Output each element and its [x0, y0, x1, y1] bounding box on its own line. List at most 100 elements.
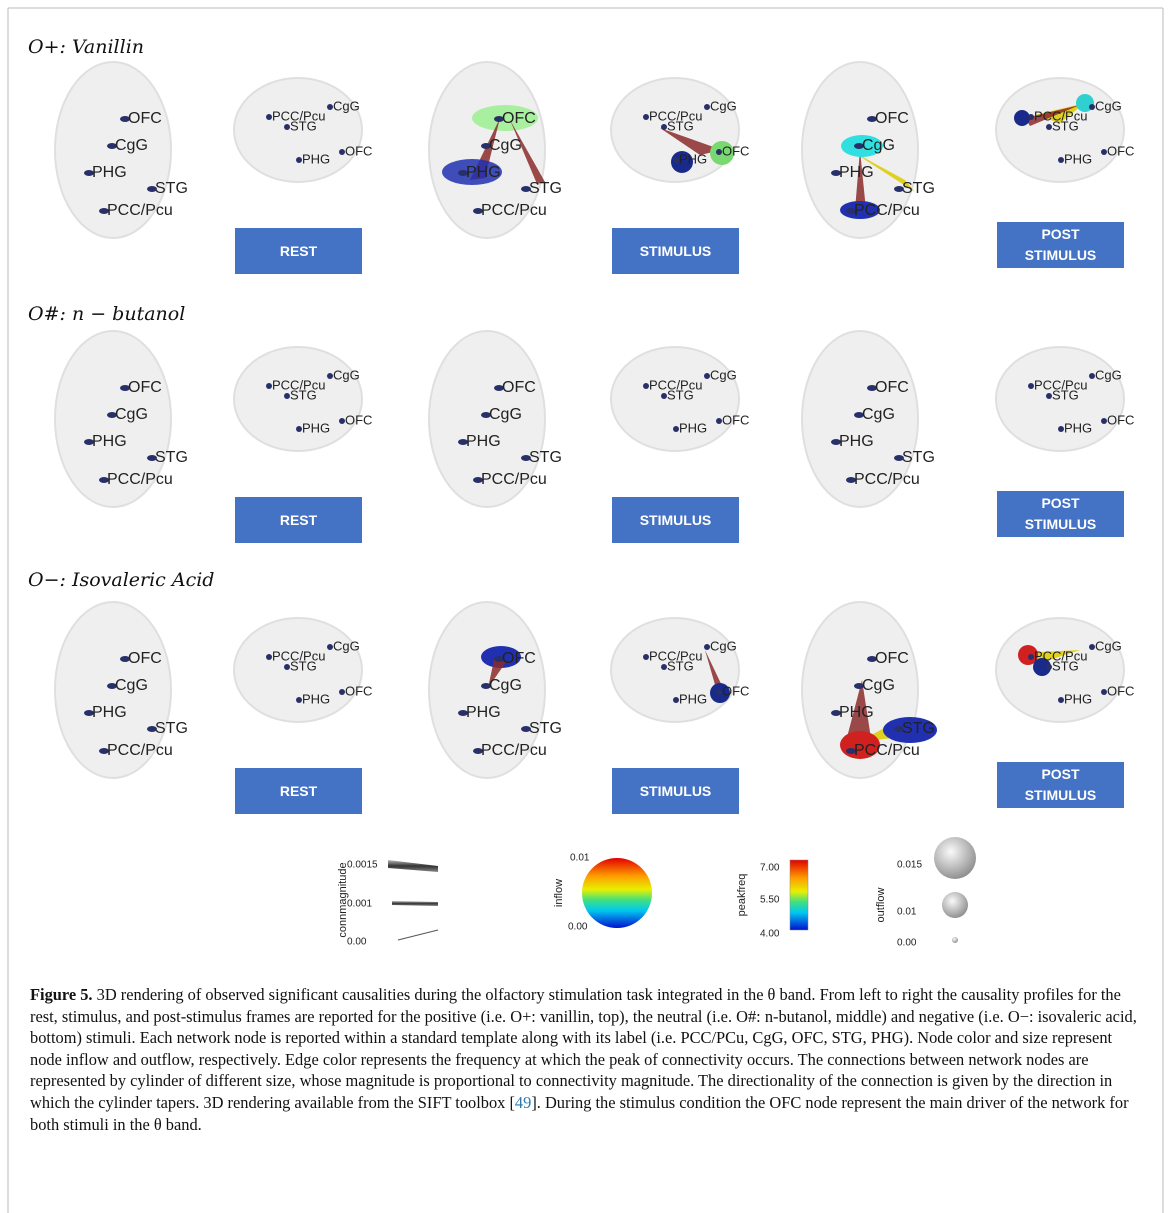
page: O+: Vanillin OFC CgG PHG STG PCC/Pcu OFC CgG PHG…	[0, 0, 1169, 1213]
node-label: PHG	[839, 164, 874, 181]
legend-title: inflow	[553, 879, 565, 907]
node-label: OFC	[1107, 143, 1134, 158]
legend-swatch	[388, 860, 438, 872]
node-label: CgG	[710, 367, 737, 382]
node-label: CgG	[489, 137, 522, 154]
node-label: CgG	[333, 98, 360, 113]
node-label: STG	[902, 449, 935, 466]
legend-swatch	[952, 937, 958, 943]
node-label: PHG	[92, 704, 127, 721]
node-label: PHG	[1064, 691, 1092, 706]
legend-tick-label: 5.50	[760, 895, 780, 906]
node-label: PCC/Pcu	[107, 471, 173, 488]
node-label: CgG	[1095, 638, 1122, 653]
node-label: CgG	[710, 98, 737, 113]
legend-swatch	[582, 858, 652, 928]
node-label: CgG	[710, 638, 737, 653]
node-label: OFC	[345, 412, 372, 427]
node-label: PCC/Pcu	[649, 108, 702, 123]
legend-tick-label: 0.01	[897, 907, 917, 918]
node-label: PCC/Pcu	[272, 648, 325, 663]
node-label: OFC	[345, 683, 372, 698]
row-title: O#: n − butanol	[28, 303, 185, 325]
node-label: STG	[529, 180, 562, 197]
legend-swatch	[790, 860, 808, 930]
node-label: PCC/Pcu	[272, 377, 325, 392]
node-label: OFC	[722, 412, 749, 427]
node-label: OFC	[345, 143, 372, 158]
legend-tick-label: 7.00	[760, 863, 780, 874]
condition-label: STIMULUS	[612, 228, 739, 274]
legend-tick-label: 0.01	[570, 853, 590, 864]
node-label: PHG	[839, 433, 874, 450]
node-label: CgG	[489, 406, 522, 423]
node-label: PCC/Pcu	[481, 202, 547, 219]
node-label: PCC/Pcu	[854, 202, 920, 219]
node-label: OFC	[722, 143, 749, 158]
legend-swatch	[392, 901, 438, 906]
legend-swatch	[942, 892, 968, 918]
legend-tick-label: 0.00	[568, 922, 588, 933]
legend-swatch	[934, 837, 976, 879]
node-label: PCC/Pcu	[1034, 648, 1087, 663]
node-label: CgG	[489, 677, 522, 694]
node-label: PHG	[839, 704, 874, 721]
legend-title: outflow	[875, 888, 887, 923]
connectivity-shape	[1014, 110, 1030, 126]
legend-tick-label: 0.001	[347, 899, 372, 910]
node-label: PCC/Pcu	[854, 471, 920, 488]
node-label: OFC	[722, 683, 749, 698]
citation[interactable]: 49	[515, 1093, 531, 1112]
node-label: CgG	[862, 677, 895, 694]
node-label: OFC	[875, 379, 909, 396]
node-label: CgG	[115, 677, 148, 694]
node-label: CgG	[115, 406, 148, 423]
node-label: OFC	[128, 110, 162, 127]
node-label: PCC/Pcu	[481, 742, 547, 759]
condition-label: REST	[235, 497, 362, 543]
row-title: O−: Isovaleric Acid	[28, 569, 214, 591]
node-label: CgG	[333, 367, 360, 382]
node-label: OFC	[875, 650, 909, 667]
node-label: STG	[529, 449, 562, 466]
node-label: PHG	[679, 151, 707, 166]
caption-label: Figure 5.	[30, 985, 93, 1004]
node-label: OFC	[1107, 412, 1134, 427]
node-label: PHG	[92, 433, 127, 450]
row-title: O+: Vanillin	[28, 36, 144, 58]
caption: Figure 5. 3D rendering of observed signi…	[30, 984, 1142, 1135]
node-label: PHG	[302, 151, 330, 166]
node-label: PCC/Pcu	[1034, 108, 1087, 123]
node-label: STG	[529, 720, 562, 737]
legend-tick-label: 0.0015	[347, 860, 378, 871]
legend-tick-label: 4.00	[760, 929, 780, 940]
legend-tick-label: 0.015	[897, 860, 922, 871]
node-label: PCC/Pcu	[272, 108, 325, 123]
condition-label: POST STIMULUS	[997, 222, 1124, 268]
node-label: PHG	[679, 420, 707, 435]
node-label: STG	[155, 449, 188, 466]
node-label: PCC/Pcu	[107, 742, 173, 759]
node-label: PHG	[466, 433, 501, 450]
node-label: OFC	[1107, 683, 1134, 698]
node-label: OFC	[502, 379, 536, 396]
node-label: OFC	[875, 110, 909, 127]
node-label: PCC/Pcu	[481, 471, 547, 488]
condition-label: STIMULUS	[612, 497, 739, 543]
node-label: PHG	[679, 691, 707, 706]
node-label: CgG	[1095, 367, 1122, 382]
node-label: CgG	[862, 406, 895, 423]
node-label: CgG	[115, 137, 148, 154]
node-label: STG	[155, 180, 188, 197]
legend-tick-label: 0.00	[897, 938, 917, 949]
node-label: PCC/Pcu	[1034, 377, 1087, 392]
node-label: PCC/Pcu	[854, 742, 920, 759]
node-label: PHG	[1064, 151, 1092, 166]
node-label: OFC	[502, 650, 536, 667]
node-label: PHG	[466, 704, 501, 721]
node-label: STG	[155, 720, 188, 737]
legend-title: peakfreq	[736, 874, 748, 917]
legend-swatch	[398, 930, 438, 940]
node-label: PCC/Pcu	[649, 377, 702, 392]
node-label: PHG	[302, 420, 330, 435]
